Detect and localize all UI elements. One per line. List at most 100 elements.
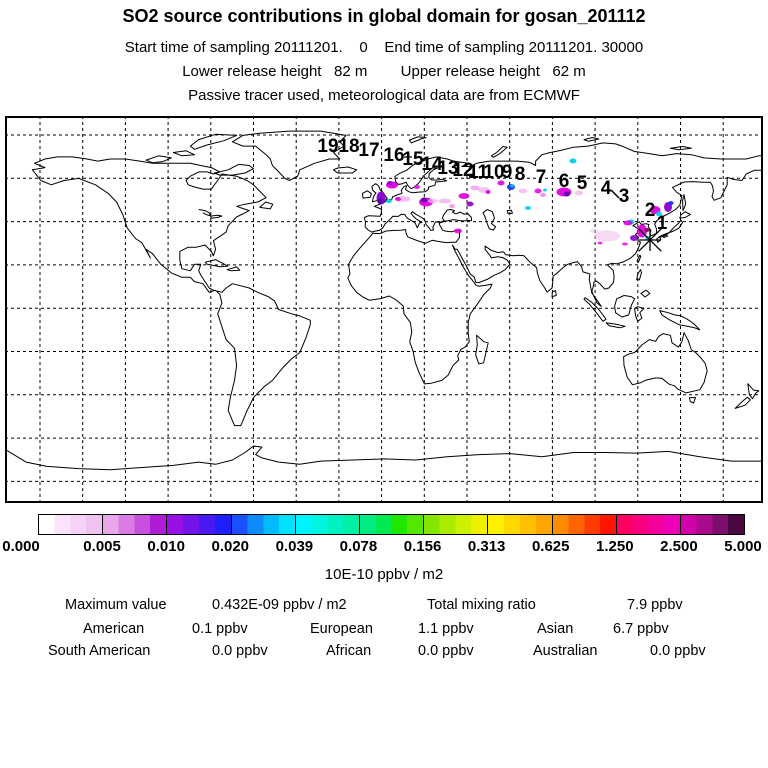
emission-blob [575, 190, 583, 196]
emission-blob [534, 188, 542, 194]
colorbar-tick-label: 0.010 [147, 538, 185, 555]
colorbar-labels: 0.000 0.005 0.010 0.020 0.039 0.078 0.156 0.313… [0, 538, 768, 556]
stat-text: South American [48, 643, 151, 659]
coastline [634, 306, 645, 322]
coastline [204, 259, 229, 268]
coastline [640, 289, 651, 298]
coastline [371, 183, 388, 203]
coastline [31, 156, 311, 427]
emission-blob [449, 204, 455, 208]
trajectory-hour-label: 17 [358, 140, 379, 161]
emission-blob [597, 241, 603, 245]
colorbar-segment [103, 515, 168, 534]
sampling-time-line: Start time of sampling 20111201. 0 End t… [124, 39, 644, 56]
emission-blob [594, 230, 620, 242]
tracer-info-line: Passive tracer used, meteorological data… [188, 87, 580, 104]
page-title: SO2 source contributions in global domai… [122, 6, 646, 26]
coastline [551, 290, 557, 298]
coastline [662, 234, 669, 238]
trajectory-hour-label: 7 [536, 167, 547, 188]
colorbar-tick-label: 5.000 [724, 538, 762, 555]
stat-text: 0.432E-09 ppbv / m2 [212, 597, 347, 613]
coastline [226, 266, 241, 272]
trajectory-hour-label: 14 [421, 154, 443, 175]
coastline [659, 310, 701, 331]
coastline [442, 209, 473, 222]
colorbar-segment [424, 515, 489, 534]
stat-text: 0.0 ppbv [650, 643, 706, 659]
stat-text: 0.0 ppbv [418, 643, 474, 659]
release-height-line: Lower release height 82 m Upper release … [182, 63, 586, 80]
emission-blob [395, 197, 401, 201]
emission-blob [466, 201, 474, 207]
colorbar-segment [680, 515, 745, 534]
coastline [490, 146, 508, 158]
emission-blob [485, 190, 491, 194]
stat-text: 0.0 ppbv [212, 643, 268, 659]
emission-blob [438, 198, 452, 204]
colorbar-tick-label: 1.250 [596, 538, 634, 555]
map-frame [5, 116, 763, 503]
trajectory-hour-label: 9 [502, 162, 513, 183]
coastline [259, 201, 274, 210]
world-map-plot: 19 18 17 16 15 14 13 12 11 10 9 8 7 6 5 4 3 2 1 [5, 116, 763, 503]
colorbar-segment [167, 515, 232, 534]
coastline [747, 383, 760, 400]
trajectory-hour-label: 13 [437, 158, 458, 179]
coastline [172, 150, 195, 157]
colorbar-tick-label: 2.500 [660, 538, 698, 555]
emission-blob [386, 199, 392, 203]
trajectory-hour-label: 1 [657, 213, 668, 234]
coastline [189, 133, 238, 150]
emission-blob [656, 211, 662, 217]
coastline [214, 163, 254, 176]
coastline [636, 254, 642, 263]
colorbar-segment [616, 515, 681, 534]
trajectory-hour-label: 19 [317, 136, 338, 157]
trajectory-hour-label: 18 [338, 136, 359, 157]
coastline [231, 130, 347, 181]
stat-text: 1.1 ppbv [418, 621, 474, 637]
colorbar-segment [295, 515, 360, 534]
coastline [734, 396, 751, 409]
emission-blob [564, 191, 570, 197]
trajectory-hour-label: 16 [383, 145, 404, 166]
emission-blob [428, 198, 438, 204]
emission-blob [623, 220, 633, 226]
stat-text: European [310, 621, 373, 637]
coastline [506, 209, 513, 215]
coastline [333, 166, 358, 174]
emission-blob [525, 206, 531, 210]
colorbar-tick-label: 0.000 [2, 538, 40, 555]
trajectory-hour-label: 5 [577, 173, 588, 194]
coastline [408, 136, 427, 144]
emission-blob [454, 228, 462, 234]
coastline [482, 209, 497, 231]
colorbar-segment [359, 515, 425, 534]
coastline [605, 322, 626, 329]
emission-blob [458, 193, 470, 199]
colorbar-tick-label: 0.156 [403, 538, 442, 555]
trajectory-hour-label: 8 [515, 164, 526, 185]
coastline [623, 332, 708, 394]
coastline [636, 269, 642, 281]
coastline [583, 137, 600, 142]
receptor-star-icon [638, 228, 662, 252]
coastline [682, 194, 687, 212]
trajectory-segment [610, 189, 620, 199]
colorbar [38, 514, 745, 535]
stat-text: Australian [533, 643, 598, 659]
emission-blob [668, 201, 674, 205]
emission-blob [470, 185, 480, 191]
emission-blob [590, 228, 598, 234]
emission-blob [540, 193, 546, 197]
emission-blob [414, 185, 420, 189]
stat-text: Asian [537, 621, 574, 637]
emission-blob [510, 184, 514, 188]
emission-blob [622, 242, 628, 246]
emission-blob [644, 228, 650, 232]
coastline [614, 295, 636, 318]
trajectory-hour-label: 10 [483, 162, 504, 183]
stat-text: 0.1 ppbv [192, 621, 248, 637]
colorbar-tick-label: 0.005 [83, 538, 121, 555]
